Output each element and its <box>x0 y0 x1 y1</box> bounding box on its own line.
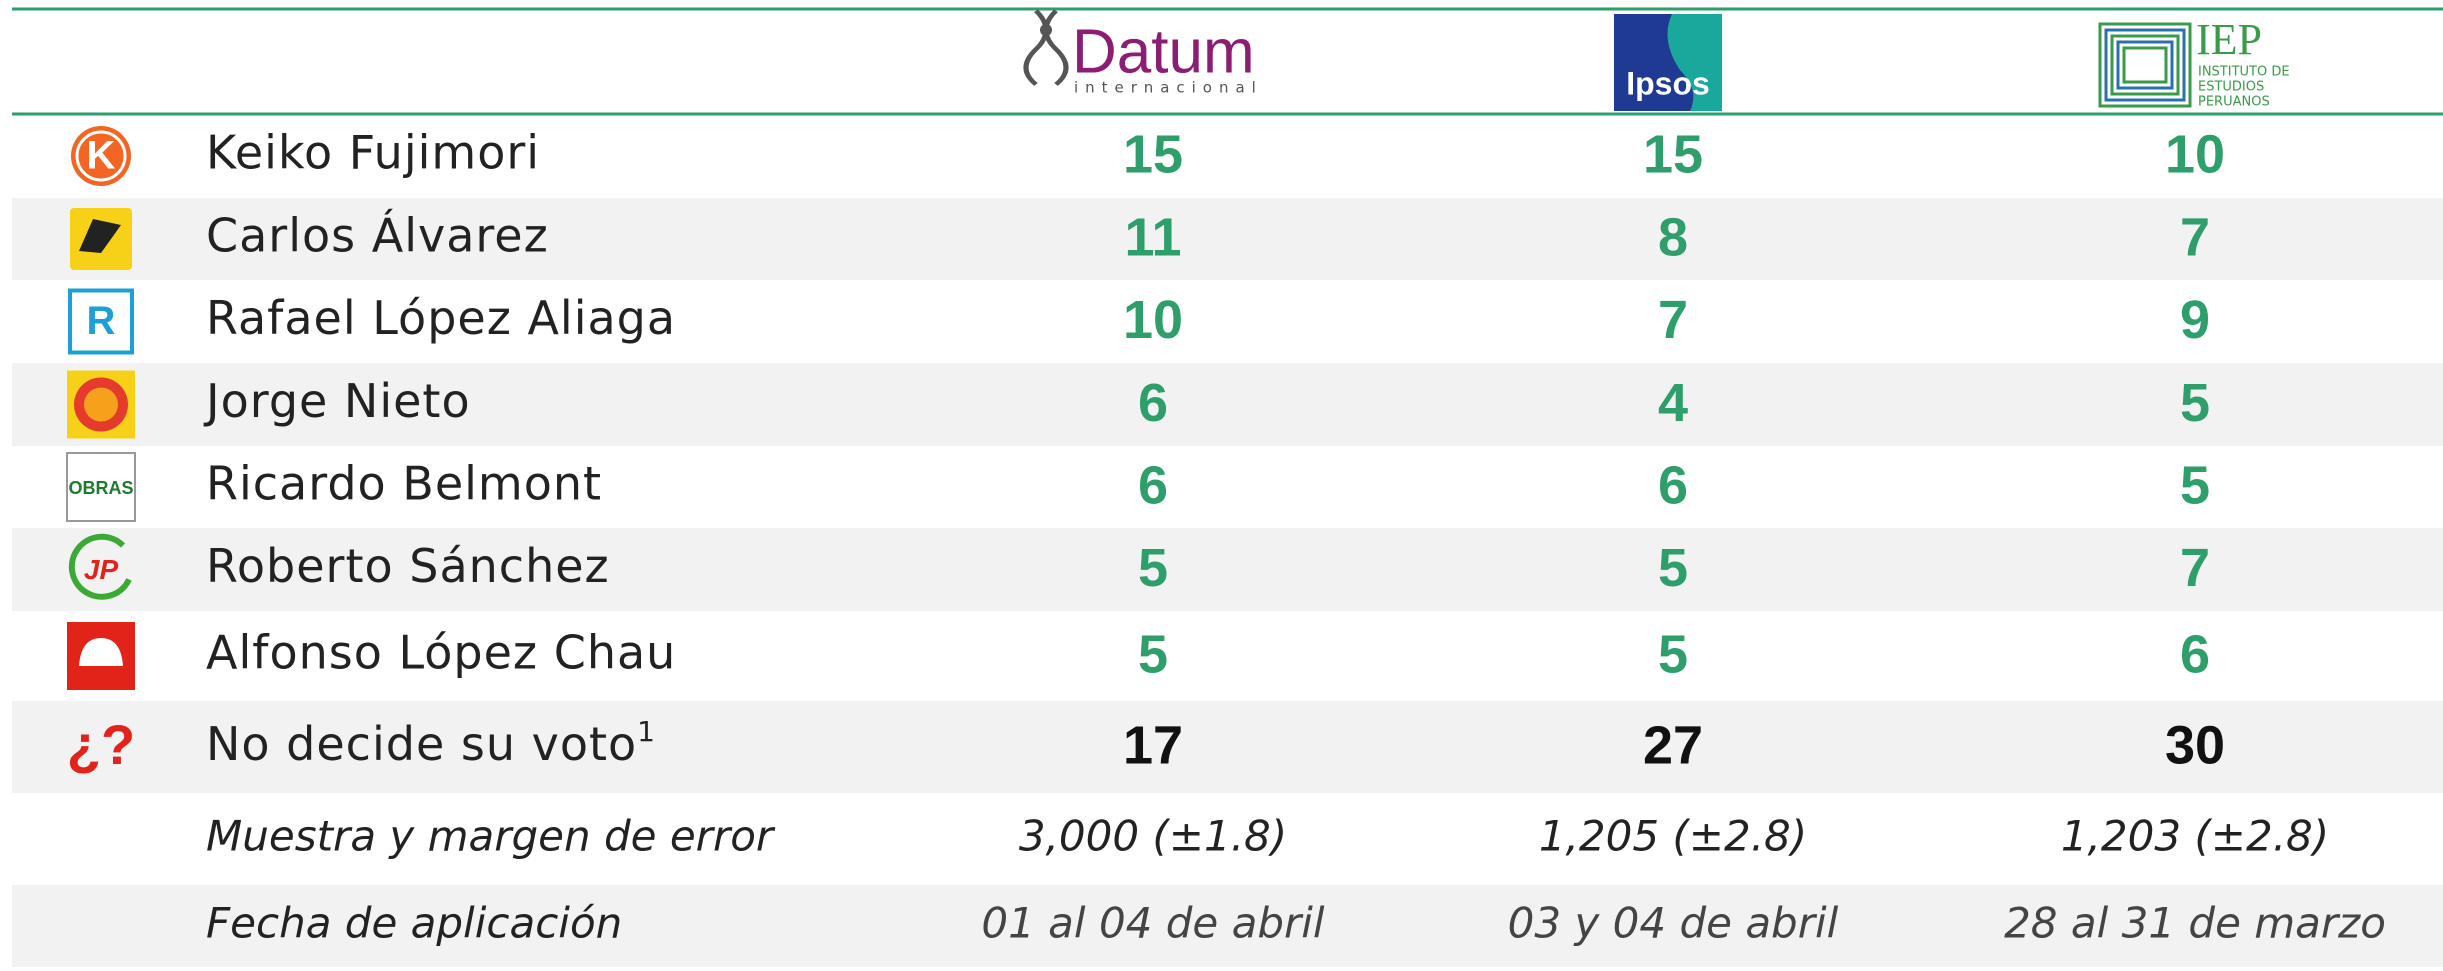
poll-value: 11 <box>1124 207 1181 267</box>
icon-bg <box>66 452 136 522</box>
footnote-mark: 1 <box>637 715 656 748</box>
logo-name: Datum <box>1072 17 1255 86</box>
footer-value: 03 y 04 de abril <box>1508 899 1839 948</box>
row-bg <box>12 198 2443 280</box>
footer-label: Fecha de aplicación <box>206 899 622 948</box>
footer-value: 1,203 (±2.8) <box>2061 812 2329 861</box>
footer-label: Muestra y margen de error <box>206 812 776 861</box>
row-bg <box>12 885 2443 967</box>
logo-icon <box>2098 22 2192 108</box>
footer-value: 1,205 (±2.8) <box>1539 812 1807 861</box>
logo-sub: ESTUDIOS <box>2198 80 2264 95</box>
poll-value: 6 <box>2180 624 2210 684</box>
logo-bg <box>1667 14 1722 111</box>
party-icon: ¿? <box>67 713 135 776</box>
icon-ring <box>68 533 132 600</box>
row-bg <box>12 611 2443 701</box>
candidate-name: Alfonso López Chau <box>206 626 676 680</box>
party-icon: OBRAS <box>66 452 136 522</box>
poll-value: 7 <box>1658 290 1688 350</box>
poll-value: 6 <box>1658 455 1688 515</box>
poll-value: 5 <box>1658 624 1688 684</box>
summary-value: 27 <box>1643 715 1703 775</box>
row-bg <box>12 280 2443 363</box>
summary-value: 30 <box>2165 715 2225 775</box>
candidate-name: Ricardo Belmont <box>206 457 602 511</box>
party-icon: R <box>68 288 134 355</box>
party-icon: K <box>71 126 131 186</box>
party-icon <box>67 370 135 439</box>
icon-bg <box>71 126 131 186</box>
summary-label: No decide su voto <box>206 717 637 771</box>
icon-label: R <box>87 299 116 343</box>
row-bg <box>12 701 2443 793</box>
poll-value: 5 <box>2180 373 2210 433</box>
logo-name: Ipsos <box>1626 65 1710 101</box>
summary-value: 17 <box>1123 715 1183 775</box>
candidate-name: Rafael López Aliaga <box>206 291 676 345</box>
logo-name: IEP <box>2196 15 2262 64</box>
poll-value: 7 <box>2180 538 2210 598</box>
party-icon: JP <box>68 533 132 600</box>
poll-value: 5 <box>1138 538 1168 598</box>
logo-sub: internacional <box>1074 79 1263 97</box>
poll-value: 10 <box>1123 290 1183 350</box>
logo-icon <box>2104 28 2186 102</box>
poll-value: 5 <box>1658 538 1688 598</box>
logo-icon <box>2110 34 2180 96</box>
logo-sub: INSTITUTO DE <box>2198 65 2290 80</box>
poll-value: 15 <box>1643 124 1703 184</box>
logo-icon <box>2122 46 2168 84</box>
poll-value: 6 <box>1138 455 1168 515</box>
candidate-name: Roberto Sánchez <box>206 539 610 593</box>
logo-ipsos: Ipsos <box>1614 14 1722 111</box>
icon-helmet <box>79 638 123 666</box>
footer-value: 3,000 (±1.8) <box>1019 812 1287 861</box>
logo-icon <box>2116 40 2174 90</box>
row-bg <box>12 363 2443 446</box>
footer-value: 01 al 04 de abril <box>981 899 1325 948</box>
icon-ring <box>75 130 127 182</box>
poll-value: 8 <box>1658 207 1688 267</box>
poll-value: 5 <box>2180 455 2210 515</box>
summary-name: No decide su voto1 <box>206 715 656 771</box>
poll-value: 5 <box>1138 624 1168 684</box>
logo-icon <box>1023 9 1069 86</box>
candidate-name: Jorge Nieto <box>203 374 471 428</box>
poll-value: 7 <box>2180 207 2210 267</box>
poll-value: 6 <box>1138 373 1168 433</box>
icon-label: JP <box>84 554 119 585</box>
icon-shape <box>79 219 121 253</box>
poll-value: 4 <box>1658 373 1688 433</box>
candidate-name: Keiko Fujimori <box>206 126 540 180</box>
poll-value: 9 <box>2180 290 2210 350</box>
logo-sub: PERUANOS <box>2198 95 2270 110</box>
footer-value: 28 al 31 de marzo <box>2004 899 2386 948</box>
row-bg <box>12 528 2443 611</box>
icon-label: K <box>87 134 116 178</box>
icon-label: ¿? <box>67 713 135 776</box>
row-bg <box>12 114 2443 198</box>
icon-sun <box>84 387 118 422</box>
icon-bg <box>68 288 134 355</box>
party-icon <box>70 208 132 270</box>
poll-value: 10 <box>2165 124 2225 184</box>
logo-icon <box>1040 24 1052 36</box>
poll-value: 15 <box>1123 124 1183 184</box>
icon-label: OBRAS <box>68 478 133 498</box>
row-bg <box>12 793 2443 885</box>
candidate-name: Carlos Álvarez <box>206 209 549 263</box>
party-icon <box>67 622 135 690</box>
row-bg <box>12 446 2443 528</box>
